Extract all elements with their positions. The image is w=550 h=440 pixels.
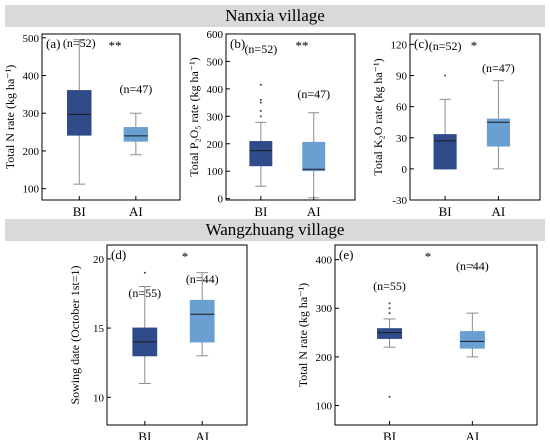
panel-e-tag: (e)	[339, 247, 353, 262]
panel-c-box-bi-n-label: (n=52)	[429, 39, 462, 53]
panel-b-box-bi-outlier	[259, 98, 262, 101]
panel-b-frame	[225, 33, 356, 201]
panel-e-box-bi-outlier	[388, 302, 391, 305]
panel-b-ytick-label: 400	[207, 84, 224, 96]
panel-d-ytick-label: 15	[93, 323, 105, 335]
panel-c-ylabel: Total K₂O rate (kg ha⁻¹)	[371, 58, 385, 175]
panel-a-xtick-label: BI	[73, 204, 86, 219]
panel-c-tag: (c)	[414, 36, 428, 51]
panel-d-frame	[106, 244, 248, 426]
section-title-wangzhuang: Wangzhuang village	[5, 219, 545, 241]
panel-a-ytick-label: 400	[23, 71, 40, 83]
panel-d-box-ai-n-label: (n=44)	[186, 272, 219, 286]
panel-c-frame	[409, 33, 541, 201]
panel-b-tag: (b)	[230, 36, 245, 51]
panel-e-frame	[334, 244, 538, 426]
panel-d-box-bi-n-label: (n=55)	[128, 286, 161, 300]
panel-a-significance: **	[109, 38, 122, 53]
panel-b-box-bi-outlier	[259, 83, 262, 86]
panel-e-box-bi	[377, 328, 403, 339]
panel-c-box-bi-outlier	[444, 74, 447, 77]
panel-c-ytick-label: 120	[391, 39, 408, 51]
panel-e-ylabel: Total N rate (kg ha⁻¹)	[296, 283, 310, 387]
panel-b-ytick-label: 200	[207, 139, 224, 151]
panel-e-box-ai-n-label: (n=44)	[456, 259, 489, 273]
panel-a-ytick-label: 500	[23, 33, 40, 45]
panel-e-ytick-label: 200	[316, 352, 333, 364]
panel-a-frame	[41, 33, 181, 201]
panel-d-box-bi-outlier	[143, 271, 146, 274]
panel-d-significance: *	[182, 249, 189, 264]
panel-c-ytick-label: 0	[402, 164, 408, 176]
panel-a-xtick-label: AI	[129, 204, 143, 219]
panel-e-xtick-label: AI	[466, 429, 480, 440]
panel-d-ytick-label: 10	[93, 392, 105, 404]
panel-e-significance: *	[425, 249, 432, 264]
panel-c-significance: *	[471, 38, 478, 53]
panel-b-xtick-label: BI	[254, 204, 267, 219]
panel-b-ylabel: Total P₂O₅ rate (kg ha⁻¹)	[187, 57, 201, 176]
panel-b-ytick-label: 0	[218, 194, 224, 206]
panel-b-ytick-label: 500	[207, 56, 224, 68]
panel-d-tag: (d)	[111, 247, 126, 262]
panel-e-box-bi-n-label: (n=55)	[373, 279, 406, 293]
panel-b-xtick-label: AI	[307, 204, 321, 219]
panel-b-ytick-label: 600	[207, 29, 224, 41]
panel-d-box-ai	[189, 299, 215, 343]
section-title-nanxia: Nanxia village	[5, 5, 545, 27]
panel-d-ylabel: Sowing date (October 1st=1)	[68, 265, 82, 404]
panel-e-box-bi-outlier	[388, 395, 391, 398]
panel-e-ytick-label: 400	[316, 255, 333, 267]
panel-a-tag: (a)	[46, 36, 60, 51]
panel-b-box-bi-outlier	[259, 115, 262, 118]
panel-c-ytick-label: 30	[396, 133, 408, 145]
panel-a-ytick-label: 300	[23, 108, 40, 120]
panel-c-ytick-label: -30	[392, 195, 407, 207]
panel-c-xtick-label: BI	[439, 204, 452, 219]
panel-b-box-bi-outlier	[259, 109, 262, 112]
panel-c-box-ai-n-label: (n=47)	[482, 61, 515, 75]
panel-a-ytick-label: 100	[23, 184, 40, 196]
panel-c-box-bi	[433, 134, 457, 170]
panel-b-box-bi-outlier	[259, 101, 262, 104]
panel-c-ytick-label: 90	[396, 71, 408, 83]
panel-a-box-ai-n-label: (n=47)	[119, 82, 152, 96]
panel-b-box-bi	[249, 141, 273, 167]
panel-c-box-ai	[486, 118, 510, 147]
panel-b-significance: **	[296, 38, 309, 53]
panel-d-xtick-label: AI	[195, 429, 209, 440]
panel-c-ytick-label: 60	[396, 102, 408, 114]
panel-b-ytick-label: 300	[207, 111, 224, 123]
panel-b-box-ai-n-label: (n=47)	[297, 87, 330, 101]
panel-a-box-bi-n-label: (n=52)	[63, 36, 96, 50]
panel-a-box-bi	[67, 90, 92, 136]
panel-e-xtick-label: BI	[383, 429, 396, 440]
panel-c-xtick-label: AI	[492, 204, 506, 219]
panel-b-ytick-label: 100	[207, 166, 224, 178]
panel-a-ylabel: Total N rate (kg ha⁻¹)	[3, 65, 17, 169]
panel-e-box-bi-outlier	[388, 312, 391, 315]
panel-e-box-bi-outlier	[388, 307, 391, 310]
panel-a-box-ai	[123, 127, 149, 142]
panel-e-box-ai-outlier	[471, 264, 474, 267]
panel-a-ytick-label: 200	[23, 146, 40, 158]
panel-b-box-ai	[302, 141, 326, 172]
panel-e-box-ai	[459, 331, 485, 349]
panel-d-xtick-label: BI	[138, 429, 151, 440]
panel-e-ytick-label: 100	[316, 401, 333, 413]
panel-b-box-bi-n-label: (n=52)	[244, 42, 277, 56]
panel-d-ytick-label: 20	[93, 254, 105, 266]
panel-e-ytick-label: 300	[316, 303, 333, 315]
